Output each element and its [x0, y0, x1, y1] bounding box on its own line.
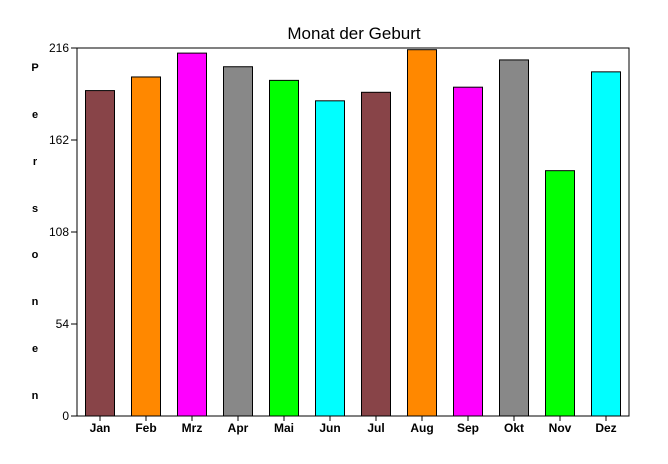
y-tick-label: 162 [49, 133, 69, 147]
x-tick-label: Apr [228, 421, 249, 435]
bar-jul [361, 91, 391, 417]
bar-mrz [177, 52, 207, 417]
chart-title: Monat der Geburt [287, 24, 421, 43]
bar-nov [545, 170, 575, 417]
y-axis-label-letter: s [31, 202, 39, 215]
x-tick-label: Aug [410, 421, 433, 435]
y-tick-label: 54 [56, 317, 70, 331]
y-axis-label-letter: P [31, 62, 39, 74]
y-axis-label-letter: o [31, 249, 39, 262]
y-tick-label: 108 [49, 225, 69, 239]
x-tick-label: Okt [504, 421, 524, 435]
y-axis-label-letter: n [31, 389, 39, 402]
y-tick-label: 216 [49, 41, 69, 55]
y-axis-label-letter: e [31, 108, 39, 121]
bar-feb [131, 76, 161, 417]
bar-mai [269, 79, 299, 417]
bar-jan [85, 90, 115, 417]
y-tick-label: 0 [62, 409, 69, 423]
x-tick-label: Jul [367, 421, 384, 435]
y-axis-label-letter: r [32, 155, 38, 168]
y-axis-label-letter: e [31, 343, 39, 356]
bar-apr [223, 66, 253, 417]
x-tick-label: Dez [595, 421, 616, 435]
bar-dez [591, 71, 621, 417]
x-tick-label: Jun [319, 421, 340, 435]
x-tick-label: Feb [135, 421, 156, 435]
x-tick-label: Mai [274, 421, 294, 435]
bar-aug [407, 49, 437, 417]
bar-jun [315, 100, 345, 417]
x-tick-label: Nov [549, 421, 572, 435]
x-tick-label: Sep [457, 421, 479, 435]
bar-sep [453, 86, 483, 417]
y-axis-label-letter: n [31, 296, 39, 309]
x-tick-label: Jan [90, 421, 111, 435]
x-tick-label: Mrz [182, 421, 203, 435]
bar-okt [499, 59, 529, 417]
